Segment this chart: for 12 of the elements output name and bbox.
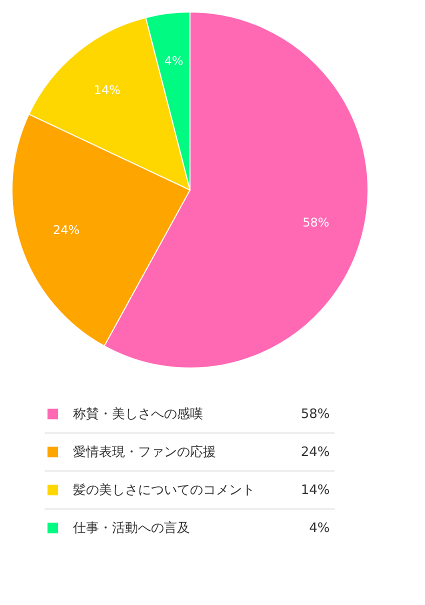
data-label: 58% <box>302 215 330 230</box>
data-label: 4% <box>164 54 184 68</box>
text: 14% <box>300 483 330 498</box>
legend-label: 仕事・活動への言及 <box>72 520 190 536</box>
legend-label: 髪の美しさについてのコメント <box>72 482 255 498</box>
data-label: 24% <box>53 223 80 238</box>
text: 24% <box>300 445 330 460</box>
legend-label: 称賛・美しさへの感嘆 <box>72 406 203 422</box>
text: 4% <box>309 521 330 536</box>
data-label: 14% <box>94 82 120 97</box>
legend-label: 愛情表現・ファンの応援 <box>72 444 216 460</box>
text: 58% <box>300 407 330 422</box>
